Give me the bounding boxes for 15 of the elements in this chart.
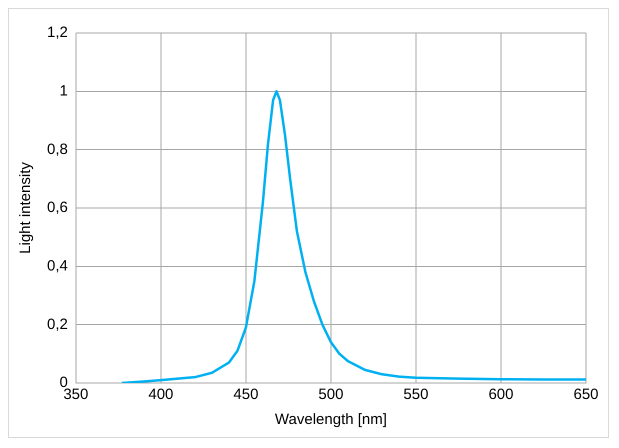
y-tick-label: 0,6 [46, 199, 68, 216]
x-tick-label: 400 [148, 386, 174, 404]
x-tick-label: 650 [573, 386, 599, 404]
x-axis-title: Wavelength [nm] [274, 411, 387, 428]
y-tick-label: 0,4 [46, 257, 68, 274]
x-tick-label: 450 [233, 386, 258, 404]
x-tick-label: 600 [488, 386, 514, 404]
x-tick-label: 500 [318, 386, 344, 404]
y-tick-label: 0,2 [46, 316, 68, 333]
y-tick-label: 0,8 [46, 140, 68, 158]
x-tick-label: 550 [403, 386, 428, 404]
y-tick-label: 1 [60, 82, 68, 100]
y-axis-title: Light intensity [17, 162, 34, 254]
y-tick-label: 1,2 [46, 24, 68, 42]
x-tick-label: 350 [63, 386, 88, 404]
